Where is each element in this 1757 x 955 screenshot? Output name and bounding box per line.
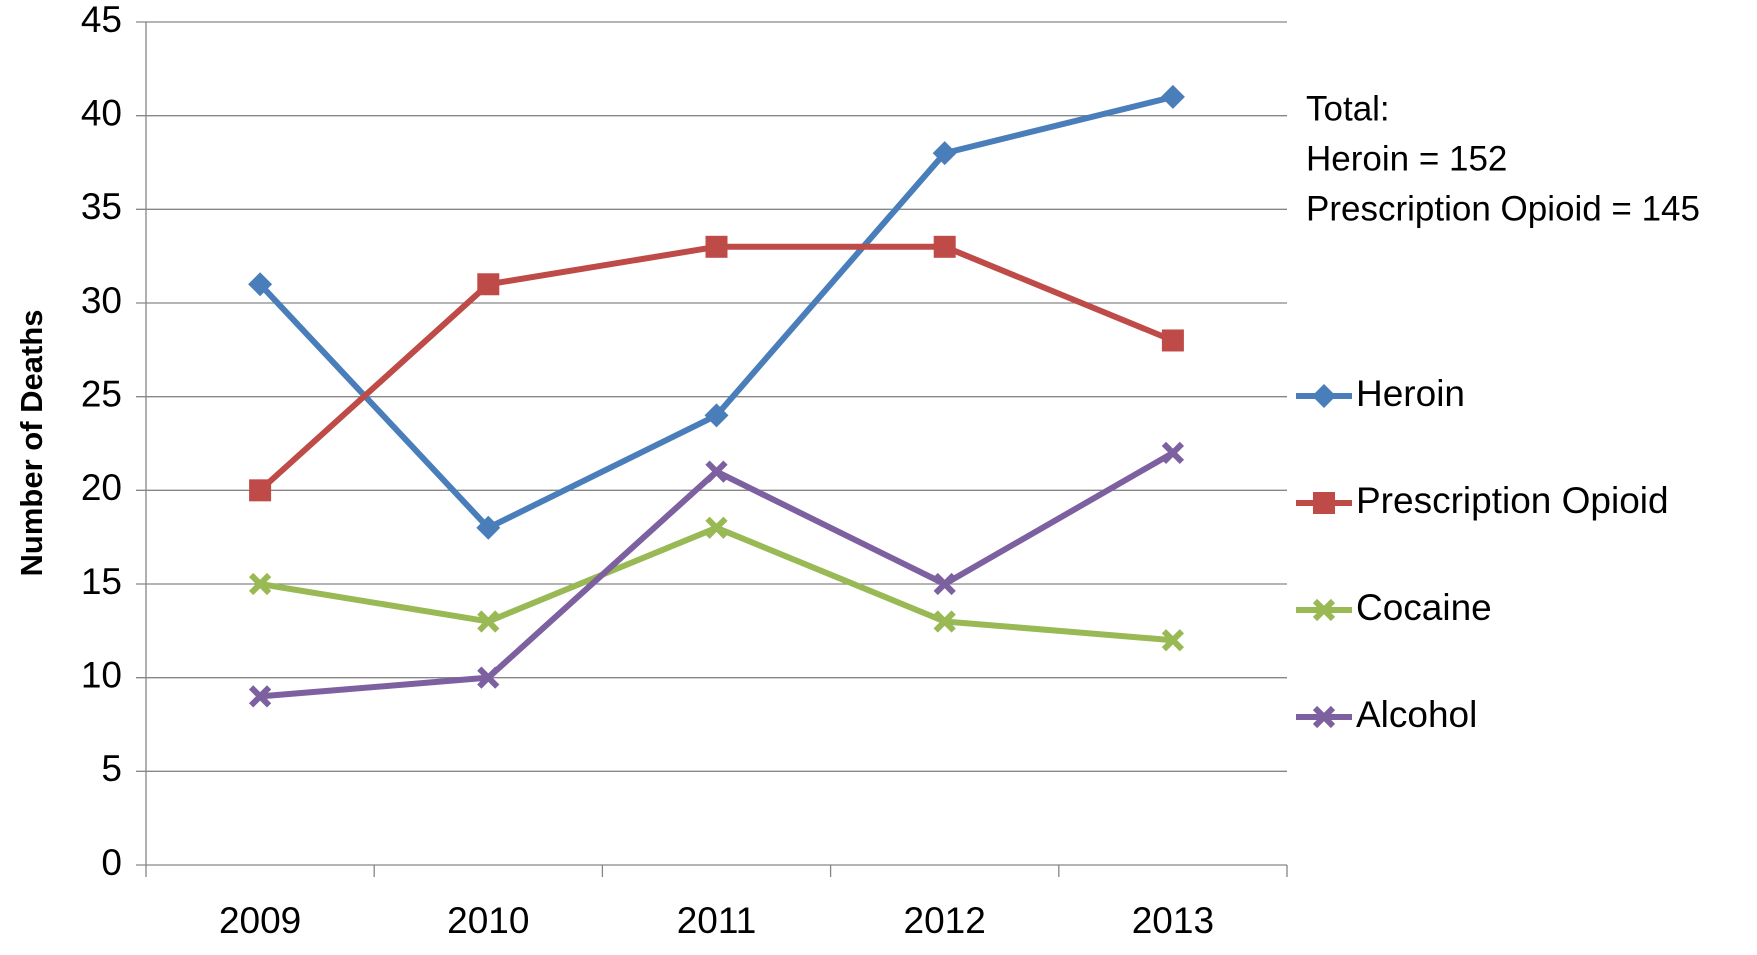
marker — [705, 460, 728, 483]
y-tick-label: 25 — [81, 373, 122, 414]
marker — [249, 479, 272, 502]
legend-marker — [1312, 705, 1336, 729]
marker — [1160, 84, 1185, 109]
series-line — [258, 243, 1175, 493]
x-tick-label: 2010 — [447, 900, 529, 941]
series-line — [257, 94, 1174, 531]
y-tick-label: 20 — [81, 467, 122, 508]
y-tick-label: 30 — [81, 280, 122, 321]
marker — [933, 572, 956, 596]
marker — [476, 515, 501, 540]
marker — [477, 666, 500, 689]
y-tick-label: 35 — [81, 186, 122, 227]
legend-label: Alcohol — [1356, 694, 1477, 735]
legend-label: Prescription Opioid — [1356, 480, 1669, 521]
annotation: Prescription Opioid = 145 — [1306, 189, 1700, 228]
legend-marker — [1313, 492, 1335, 514]
y-tick-label: 10 — [81, 654, 122, 695]
legend-label: Heroin — [1356, 373, 1465, 414]
y-axis-label: Number of Deaths — [14, 310, 49, 577]
marker — [1161, 441, 1185, 464]
x-tick-label: 2013 — [1132, 900, 1214, 941]
y-tick-label: 40 — [81, 92, 122, 133]
y-tick-label: 45 — [81, 0, 122, 40]
annotation: Total: — [1306, 89, 1390, 128]
marker — [477, 610, 500, 633]
marker — [1161, 329, 1184, 352]
x-tick-label: 2012 — [904, 900, 986, 941]
marker — [704, 403, 729, 428]
marker — [248, 685, 272, 708]
x-tick-label: 2009 — [219, 900, 301, 941]
y-tick-label: 15 — [81, 561, 122, 602]
marker — [932, 141, 957, 166]
legend-marker — [1312, 598, 1336, 622]
marker — [933, 235, 956, 258]
annotation: Heroin = 152 — [1306, 139, 1507, 178]
series-line — [259, 450, 1175, 700]
marker — [477, 273, 500, 296]
y-tick-label: 5 — [101, 748, 122, 789]
marker — [705, 235, 728, 258]
x-tick-label: 2011 — [677, 900, 757, 941]
legend-label: Cocaine — [1356, 587, 1492, 628]
marker — [248, 572, 272, 596]
marker — [705, 516, 728, 539]
marker — [933, 610, 956, 633]
marker — [1161, 629, 1185, 652]
y-tick-label: 0 — [101, 842, 122, 883]
marker — [248, 272, 273, 297]
legend-marker — [1312, 384, 1336, 408]
